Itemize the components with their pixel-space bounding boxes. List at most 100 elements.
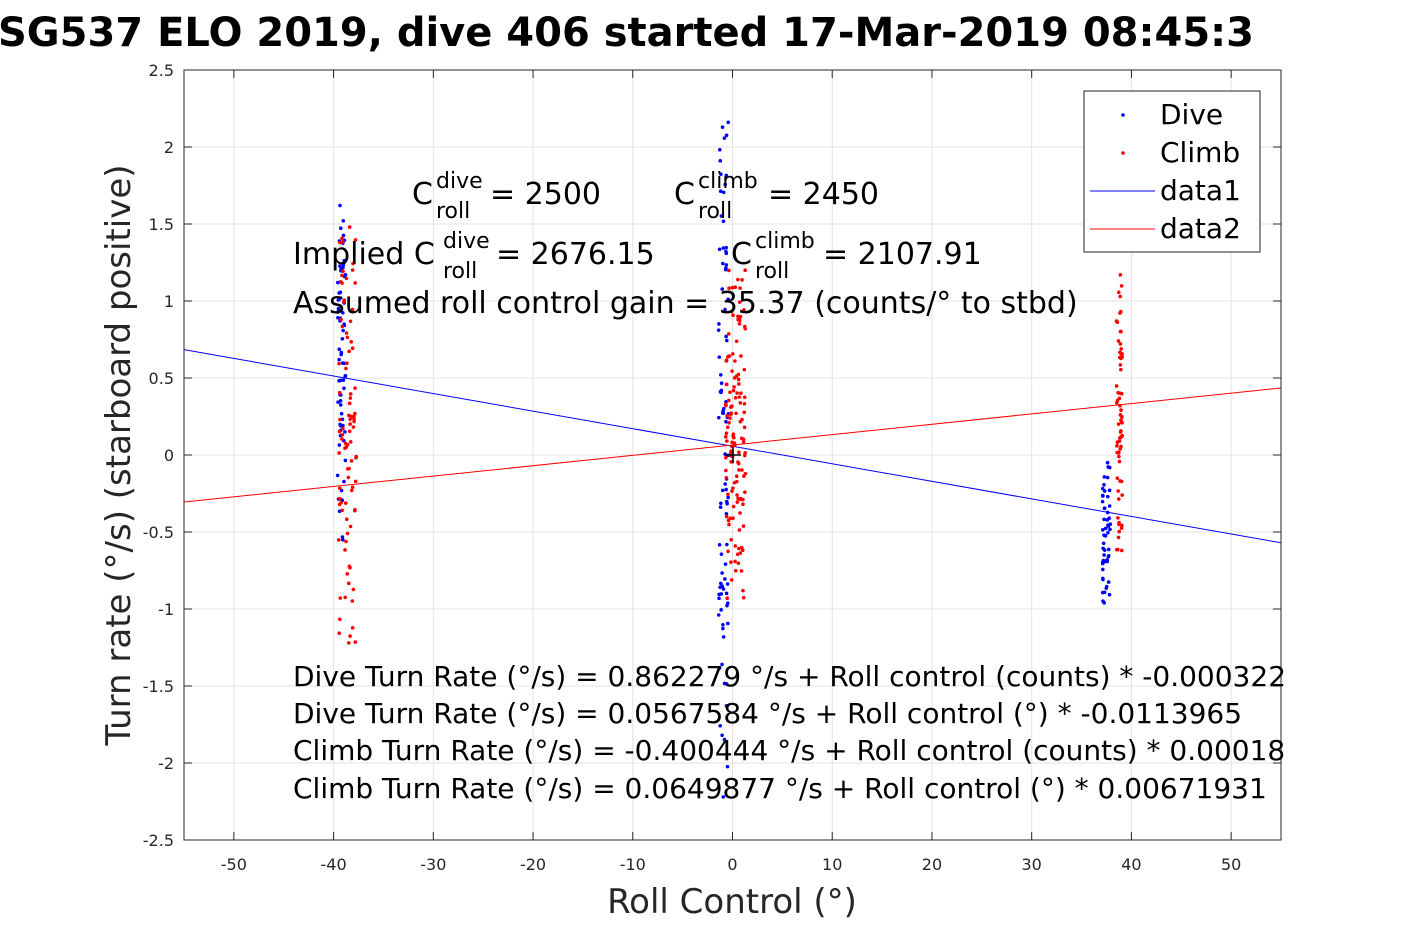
dive-point (338, 264, 342, 268)
climb-point (340, 281, 344, 285)
svg-text:Implied C: Implied C (293, 237, 435, 272)
dive-point (1106, 530, 1110, 535)
climb-point (1116, 516, 1120, 520)
climb-point (1120, 493, 1124, 497)
dive-point (723, 182, 728, 187)
dive-point (718, 723, 723, 728)
climb-point (729, 560, 733, 564)
climb-point (337, 631, 342, 636)
climb-point (350, 307, 355, 312)
dive-point (719, 381, 724, 386)
climb-point (735, 552, 740, 557)
climb-point (338, 240, 342, 245)
climb-point (743, 471, 748, 476)
climb-point (1118, 294, 1122, 299)
x-tick-label: 0 (727, 855, 737, 874)
climb-point (1116, 535, 1121, 540)
dive-point (719, 172, 723, 176)
x-tick-label: 20 (922, 855, 942, 874)
dive-point (1106, 580, 1111, 584)
climb-point (347, 349, 351, 354)
dive-point (1103, 526, 1108, 531)
climb-point (724, 475, 729, 480)
climb-point (353, 281, 357, 285)
dive-point (718, 581, 723, 586)
climb-point (348, 396, 353, 400)
climb-point (738, 497, 743, 502)
dive-point (1105, 494, 1110, 499)
climb-point (1119, 444, 1123, 449)
climb-point (343, 548, 347, 552)
legend-climb-marker (1121, 151, 1125, 155)
dive-point (1102, 517, 1106, 522)
x-tick-label: -30 (420, 855, 446, 874)
dive-point (724, 245, 729, 250)
climb-point (1117, 497, 1121, 501)
dive-point (338, 203, 342, 208)
climb-point (1117, 529, 1121, 534)
dive-point (722, 737, 727, 742)
dive-point (725, 764, 730, 769)
climb-point (1119, 526, 1124, 530)
dive-point (337, 347, 342, 352)
climb-point (730, 285, 735, 290)
dive-point (721, 626, 725, 631)
climb-point (337, 361, 341, 366)
climb-point (1119, 408, 1123, 412)
svg-text:= 2450: = 2450 (768, 177, 879, 212)
climb-point (742, 453, 747, 458)
climb-point (731, 516, 735, 520)
climb-point (727, 398, 731, 403)
climb-point (350, 625, 355, 630)
climb-point (340, 433, 345, 437)
climb-point (725, 439, 729, 443)
climb-point (724, 431, 729, 436)
climb-point (1120, 352, 1124, 356)
climb-point (731, 486, 735, 490)
dive-point (725, 542, 729, 547)
dive-point (724, 334, 728, 339)
dive-point (335, 473, 340, 478)
svg-text:climb: climb (698, 169, 758, 194)
dive-point (719, 214, 724, 218)
climb-point (1118, 342, 1123, 346)
climb-point (731, 313, 735, 318)
climb-point (353, 640, 358, 644)
climb-point (340, 240, 345, 244)
climb-point (1118, 273, 1123, 277)
dive-point (1101, 541, 1106, 546)
x-axis-label: Roll Control (°) (607, 882, 857, 922)
dive-point (1105, 510, 1110, 515)
climb-point (348, 319, 353, 324)
x-axis-ticks: -50 -40 -30 -20 -10 0 10 20 30 40 50 (221, 70, 1241, 874)
dive-point (720, 662, 724, 667)
dive-point (717, 322, 721, 326)
x-tick-label: 40 (1121, 855, 1141, 874)
climb-point (340, 508, 344, 513)
climb-point (729, 537, 733, 542)
climb-point (1118, 413, 1123, 417)
climb-point (343, 446, 347, 451)
climb-point (1116, 290, 1121, 295)
y-tick-label: 1.5 (149, 215, 174, 234)
svg-text:dive: dive (443, 229, 490, 254)
dive-point (723, 482, 727, 486)
dive-point (724, 499, 729, 504)
dive-point (337, 291, 341, 295)
dive-point (717, 596, 721, 601)
y-tick-label: -2.5 (143, 831, 174, 850)
dive-point (720, 584, 724, 589)
climb-point (1115, 320, 1120, 325)
dive-point (721, 622, 725, 627)
climb-point (339, 317, 343, 322)
dive-point (1105, 518, 1110, 522)
dive-point (719, 501, 723, 506)
dive-point (1102, 590, 1107, 595)
dive-point (1100, 499, 1105, 504)
climb-point (737, 528, 742, 532)
dive-point (721, 190, 726, 195)
dive-point (719, 552, 724, 556)
annotation-c-dive: C dive roll = 2500 (412, 169, 601, 224)
dive-point (716, 613, 721, 617)
